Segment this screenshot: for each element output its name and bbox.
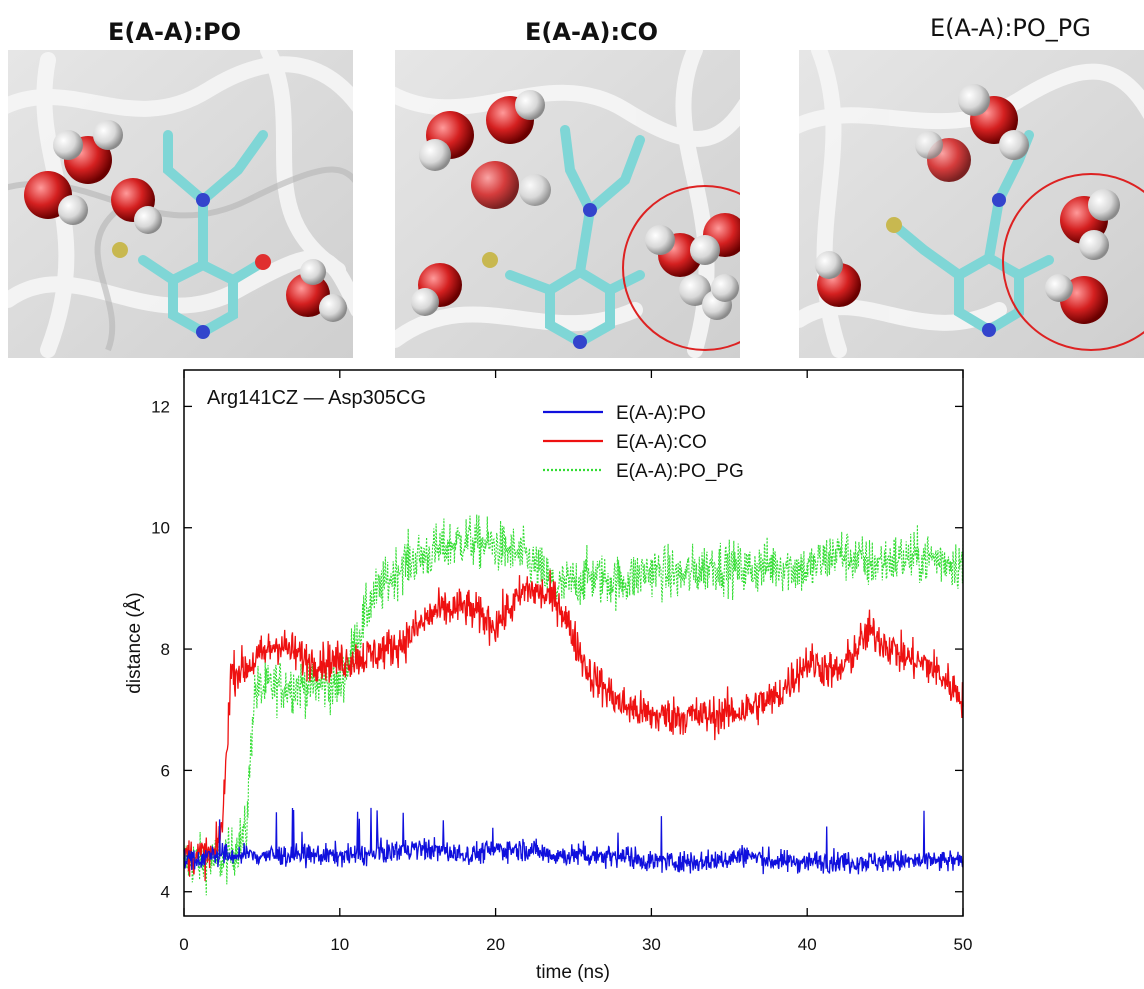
highlight-circle bbox=[622, 185, 740, 351]
x-tick-label: 10 bbox=[330, 935, 349, 954]
y-tick-label: 12 bbox=[151, 397, 170, 416]
y-tick-label: 10 bbox=[151, 519, 170, 538]
x-tick-label: 0 bbox=[179, 935, 188, 954]
legend-label-2: E(A-A):PO_PG bbox=[616, 461, 744, 482]
x-axis-label: time (ns) bbox=[536, 962, 610, 983]
legend-label-1: E(A-A):CO bbox=[616, 432, 707, 453]
plot-frame bbox=[183, 369, 964, 917]
y-tick-label: 4 bbox=[161, 883, 170, 902]
chart-annotation: Arg141CZ — Asp305CG bbox=[207, 387, 426, 409]
molecular-snapshot-co bbox=[395, 50, 740, 358]
molecular-snapshot-po-pg bbox=[799, 50, 1144, 358]
x-tick-label: 30 bbox=[642, 935, 661, 954]
y-tick-label: 6 bbox=[161, 761, 170, 780]
panel-title-co: E(A-A):CO bbox=[525, 18, 659, 46]
series-line-1 bbox=[183, 569, 964, 882]
legend-label-0: E(A-A):PO bbox=[616, 403, 706, 424]
panel-title-po: E(A-A):PO bbox=[108, 18, 242, 46]
y-tick-label: 8 bbox=[161, 640, 170, 659]
x-tick-label: 40 bbox=[798, 935, 817, 954]
y-axis-label: distance (Å) bbox=[124, 592, 145, 693]
series-line-0 bbox=[183, 807, 964, 875]
x-tick-label: 20 bbox=[486, 935, 505, 954]
panel-title-po-pg: E(A-A):PO_PG bbox=[930, 14, 1091, 42]
highlight-circle bbox=[1002, 173, 1144, 351]
x-tick-label: 50 bbox=[954, 935, 973, 954]
series-line-2 bbox=[183, 514, 964, 896]
molecular-snapshot-po bbox=[8, 50, 353, 358]
